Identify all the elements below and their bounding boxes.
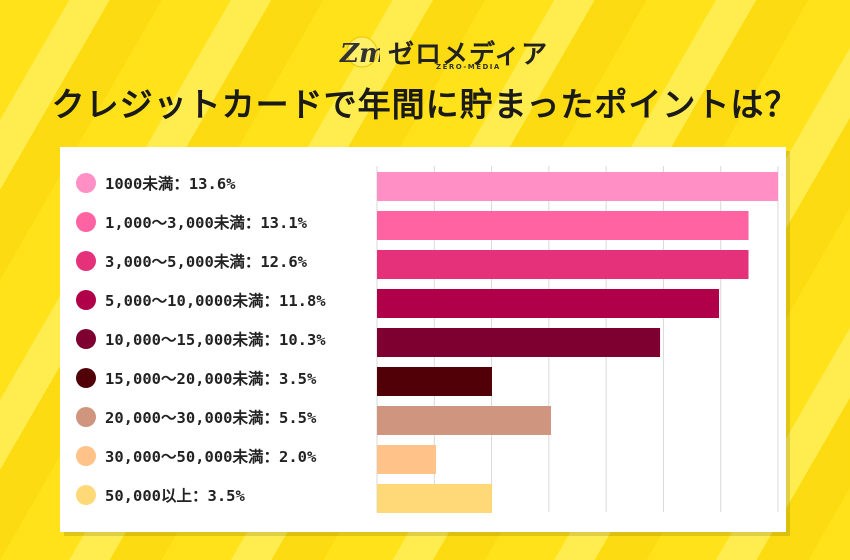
legend-item: 10,000～15,000未満：10.3% [76, 324, 326, 354]
bar-8 [377, 445, 436, 474]
brand-subtitle: ZERO-MEDIA [436, 63, 501, 71]
legend-dot [76, 251, 96, 271]
legend-label: 20,000～30,000未満：5.5% [105, 409, 317, 427]
bar-6 [377, 367, 492, 396]
legend-label: 15,000～20,000未満：3.5% [105, 370, 317, 388]
legend-item: 3,000～5,000未満：12.6% [76, 246, 307, 276]
bar-5 [377, 328, 661, 357]
legend-label: 5,000～10,0000未満：11.8% [105, 292, 326, 310]
legend-item: 1,000～3,000未満：13.1% [76, 207, 307, 237]
chart-title: クレジットカードで年間に貯まったポイントは？ [51, 85, 799, 124]
legend-dot [76, 368, 96, 388]
bar-9 [377, 484, 492, 513]
bar-3 [377, 250, 749, 279]
legend-item: 15,000～20,000未満：3.5% [76, 363, 316, 393]
bar-4 [377, 289, 720, 318]
legend-label: 10,000～15,000未満：10.3% [105, 331, 326, 349]
legend-label: 30,000～50,000未満：2.0% [105, 448, 317, 466]
legend-item: 50,000以上：3.5% [76, 480, 245, 510]
legend-label: 50,000以上：3.5% [105, 487, 245, 505]
legend-item: 5,000～10,0000未満：11.8% [76, 285, 326, 315]
legend-label: 3,000～5,000未満：12.6% [105, 253, 307, 271]
legend-label: 1000未満：13.6% [105, 175, 236, 193]
bar-1 [377, 172, 778, 201]
legend-item: 1000未満：13.6% [76, 168, 236, 198]
legend-dot [76, 407, 96, 427]
legend-dot [76, 212, 96, 232]
brand-mark-icon: Zm [339, 36, 380, 69]
legend-label: 1,000～3,000未満：13.1% [105, 214, 307, 232]
legend-dot [76, 329, 96, 349]
brand-name: ゼロメディア [388, 40, 549, 70]
brand-logo: Zm ゼロメディア ZERO-MEDIA [336, 30, 547, 74]
legend-dot [76, 485, 96, 505]
legend-item: 30,000～50,000未満：2.0% [76, 441, 316, 471]
legend-dot [76, 173, 96, 193]
legend-item: 20,000～30,000未満：5.5% [76, 402, 316, 432]
brand-mark-text: Zm [339, 39, 380, 69]
bar-2 [377, 211, 749, 240]
legend-dot [76, 446, 96, 466]
bar-7 [377, 406, 551, 435]
legend-dot [76, 290, 96, 310]
